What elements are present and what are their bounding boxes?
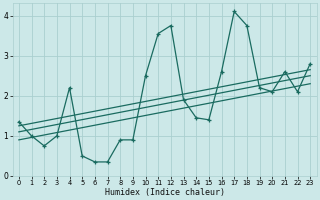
X-axis label: Humidex (Indice chaleur): Humidex (Indice chaleur) bbox=[105, 188, 225, 197]
